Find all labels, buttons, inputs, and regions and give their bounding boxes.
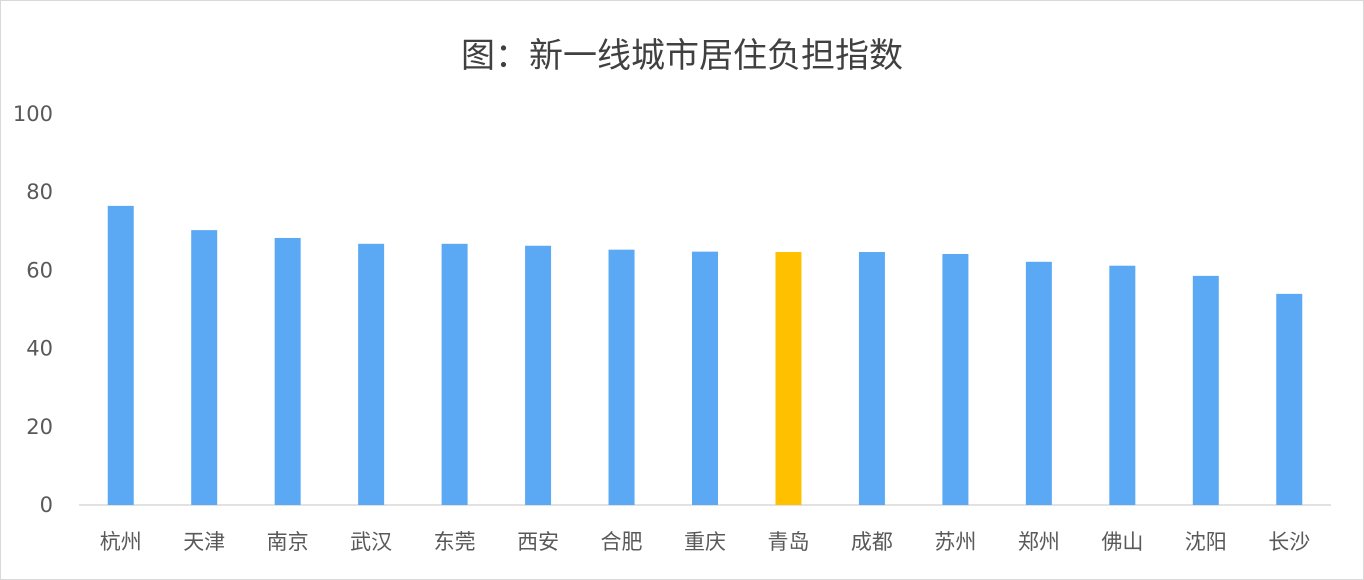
bar xyxy=(942,253,969,505)
y-tick-label: 60 xyxy=(26,258,53,282)
x-tick-label: 郑州 xyxy=(1018,530,1060,554)
x-tick-label: 天津 xyxy=(183,530,225,554)
y-axis-ticks: 0 20 40 60 80 100 xyxy=(13,102,53,517)
x-tick-label: 重庆 xyxy=(684,530,726,554)
x-tick-label: 南京 xyxy=(267,530,309,554)
x-tick-label: 青岛 xyxy=(767,530,809,554)
bar xyxy=(107,205,134,505)
y-tick-label: 0 xyxy=(40,493,53,517)
bar xyxy=(608,249,635,505)
bar xyxy=(1276,293,1303,505)
x-tick-label: 成都 xyxy=(851,530,893,554)
x-tick-label: 苏州 xyxy=(934,530,976,554)
chart-title: 图：新一线城市居住负担指数 xyxy=(461,36,903,76)
bar xyxy=(858,252,885,505)
x-tick-label: 东莞 xyxy=(434,530,476,554)
bar xyxy=(692,251,718,505)
x-tick-label: 佛山 xyxy=(1101,530,1143,554)
bar xyxy=(441,243,468,505)
x-tick-label: 西安 xyxy=(517,530,559,554)
x-tick-label: 长沙 xyxy=(1268,530,1310,554)
bar xyxy=(1025,261,1052,505)
y-tick-label: 80 xyxy=(26,180,53,204)
x-tick-label: 沈阳 xyxy=(1185,530,1227,554)
bar xyxy=(775,252,802,505)
y-tick-label: 20 xyxy=(26,415,53,439)
x-tick-label: 合肥 xyxy=(601,530,643,554)
x-tick-label: 杭州 xyxy=(100,530,142,554)
bar xyxy=(191,230,218,505)
bar xyxy=(358,243,385,505)
bars xyxy=(107,205,1303,505)
bar xyxy=(1109,265,1136,505)
bar xyxy=(274,237,301,505)
x-tick-label: 武汉 xyxy=(350,530,392,554)
bar xyxy=(1192,275,1219,505)
bar xyxy=(525,245,552,505)
x-axis-labels: 杭州 天津 南京 武汉 东莞 西安 合肥 重庆 青岛 成都 苏州 郑州 佛山 沈阳 长沙 xyxy=(100,530,1311,554)
y-tick-label: 40 xyxy=(26,337,53,361)
y-tick-label: 100 xyxy=(13,102,53,126)
